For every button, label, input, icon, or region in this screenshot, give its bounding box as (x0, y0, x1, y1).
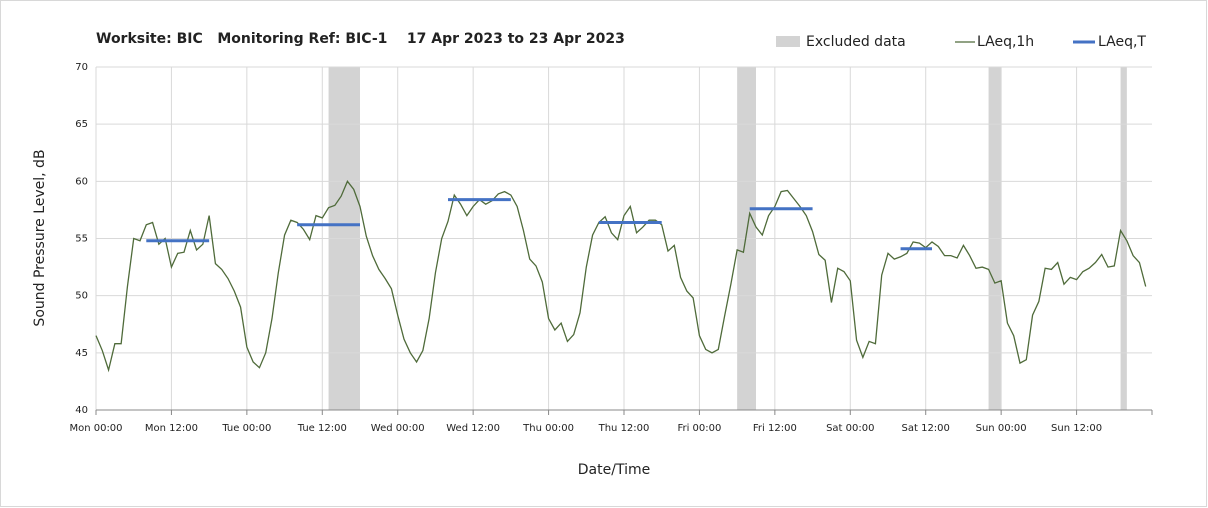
y-tick-label: 65 (75, 119, 88, 130)
legend-swatch (776, 36, 800, 47)
y-tick-label: 40 (75, 405, 88, 416)
x-tick-label: Sun 00:00 (976, 423, 1027, 434)
line-series (95, 180, 1147, 373)
x-tick-label: Tue 00:00 (221, 423, 271, 434)
y-axis-label: Sound Pressure Level, dB (32, 149, 48, 326)
x-tick-label: Thu 00:00 (522, 423, 574, 434)
y-tick-label: 55 (75, 234, 88, 245)
x-tick-label: Wed 12:00 (446, 423, 500, 434)
chart-title: Worksite: BIC Monitoring Ref: BIC-1 17 A… (96, 31, 625, 47)
y-tick-label: 45 (75, 348, 88, 359)
x-tick-label: Tue 12:00 (297, 423, 347, 434)
x-tick-label: Mon 00:00 (69, 423, 122, 434)
x-axis-label: Date/Time (578, 462, 650, 478)
x-tick-label: Wed 00:00 (371, 423, 425, 434)
y-tick-label: 70 (75, 62, 88, 73)
legend-label: Excluded data (806, 34, 906, 50)
x-tick-label: Thu 12:00 (598, 423, 650, 434)
x-tick-label: Sat 00:00 (826, 423, 874, 434)
legend-label: LAeq,T (1098, 34, 1146, 50)
x-tick-label: Sun 12:00 (1051, 423, 1102, 434)
y-tick-label: 60 (75, 176, 88, 187)
x-tick-label: Sat 12:00 (902, 423, 950, 434)
x-tick-label: Fri 00:00 (677, 423, 721, 434)
x-tick-label: Fri 12:00 (753, 423, 797, 434)
x-tick-label: Mon 12:00 (145, 423, 198, 434)
y-tick-label: 50 (75, 291, 88, 302)
legend-label: LAeq,1h (977, 34, 1034, 50)
